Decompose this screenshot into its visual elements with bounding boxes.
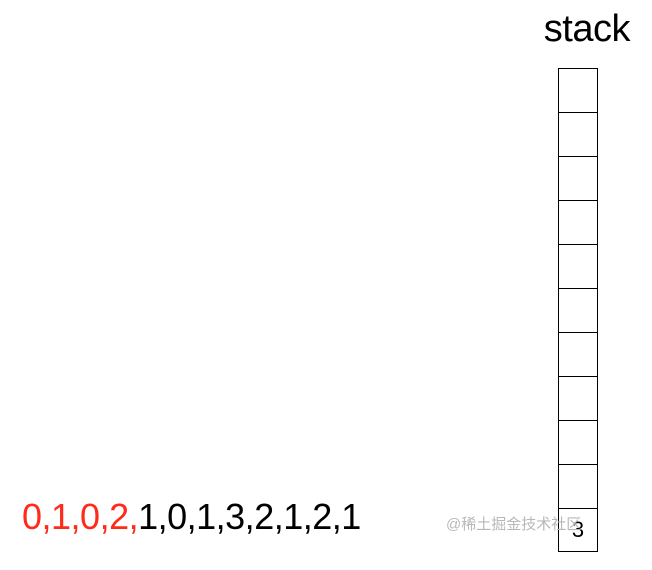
sequence-normal: 1,0,1,3,2,1,2,1 [138,496,361,537]
stack-cell [558,332,598,376]
stack-cell [558,68,598,112]
stack-cell [558,200,598,244]
stack-cell [558,464,598,508]
sequence-highlighted: 0,1,0,2, [22,496,138,537]
stack-cell [558,288,598,332]
stack-cell [558,156,598,200]
stack-cell [558,244,598,288]
stack-cell [558,376,598,420]
stack-title: stack [544,8,630,51]
stack-container: 3 [558,68,598,552]
watermark-text: @稀土掘金技术社区 [446,513,581,534]
sequence-text: 0,1,0,2,1,0,1,3,2,1,2,1 [22,496,361,538]
stack-cell [558,420,598,464]
stack-cell [558,112,598,156]
